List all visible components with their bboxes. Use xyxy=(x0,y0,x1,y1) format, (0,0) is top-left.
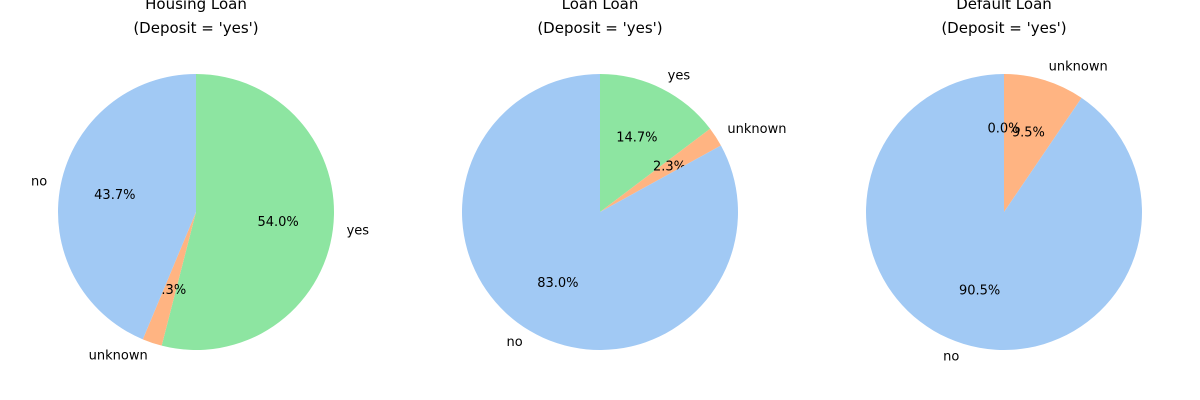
chart-title-line1: Housing Loan xyxy=(145,0,247,13)
pie-category-label: no xyxy=(507,335,523,350)
pie-percent-label: 9.5% xyxy=(1012,125,1045,140)
pie-chart-loan-loan: Loan Loan (Deposit = 'yes') 14.7%yes2.3%… xyxy=(461,0,786,351)
pie-slice-yes xyxy=(600,74,711,212)
chart-title-line2: (Deposit = 'yes') xyxy=(941,19,1066,37)
pie-category-label: no xyxy=(943,350,959,365)
pie-category-label: yes xyxy=(668,69,691,84)
pie-slice-unknown xyxy=(142,212,196,346)
chart-title-line1: Loan Loan xyxy=(562,0,639,13)
pie-category-label: unknown xyxy=(89,348,148,363)
pie-category-label: yes xyxy=(347,224,370,239)
pie-percent-label: 83.0% xyxy=(537,276,578,291)
pie-category-label: no xyxy=(31,175,47,190)
pie-slice-no xyxy=(461,74,738,351)
pie-percent-label: 43.7% xyxy=(94,188,135,203)
pie-percent-label: 0.0% xyxy=(987,122,1020,137)
pie-category-label: unknown xyxy=(727,122,786,137)
chart-title-line2: (Deposit = 'yes') xyxy=(537,19,662,37)
pie-chart-housing-loan: Housing Loan (Deposit = 'yes') 54.0%yes2… xyxy=(31,0,369,363)
pie-percent-label: 14.7% xyxy=(616,130,657,145)
chart-title-line1: Default Loan xyxy=(956,0,1052,13)
chart-title-line2: (Deposit = 'yes') xyxy=(133,19,258,37)
pie-chart-default-loan: Default Loan (Deposit = 'yes') 9.5% unkno… xyxy=(866,0,1142,365)
pie-category-label: unknown xyxy=(1049,59,1108,74)
pie-percent-label: 90.5% xyxy=(959,284,1000,299)
pie-slices: 9.5% unknown 90.5% no 0.0% xyxy=(866,59,1142,365)
pie-slice-unknown xyxy=(1004,74,1082,212)
pie-slice-yes xyxy=(161,74,334,351)
pie-slice-no xyxy=(58,73,197,340)
pie-slice-unknown xyxy=(600,128,721,212)
pie-percent-label: 54.0% xyxy=(257,215,298,230)
pie-slice-no xyxy=(866,74,1142,350)
